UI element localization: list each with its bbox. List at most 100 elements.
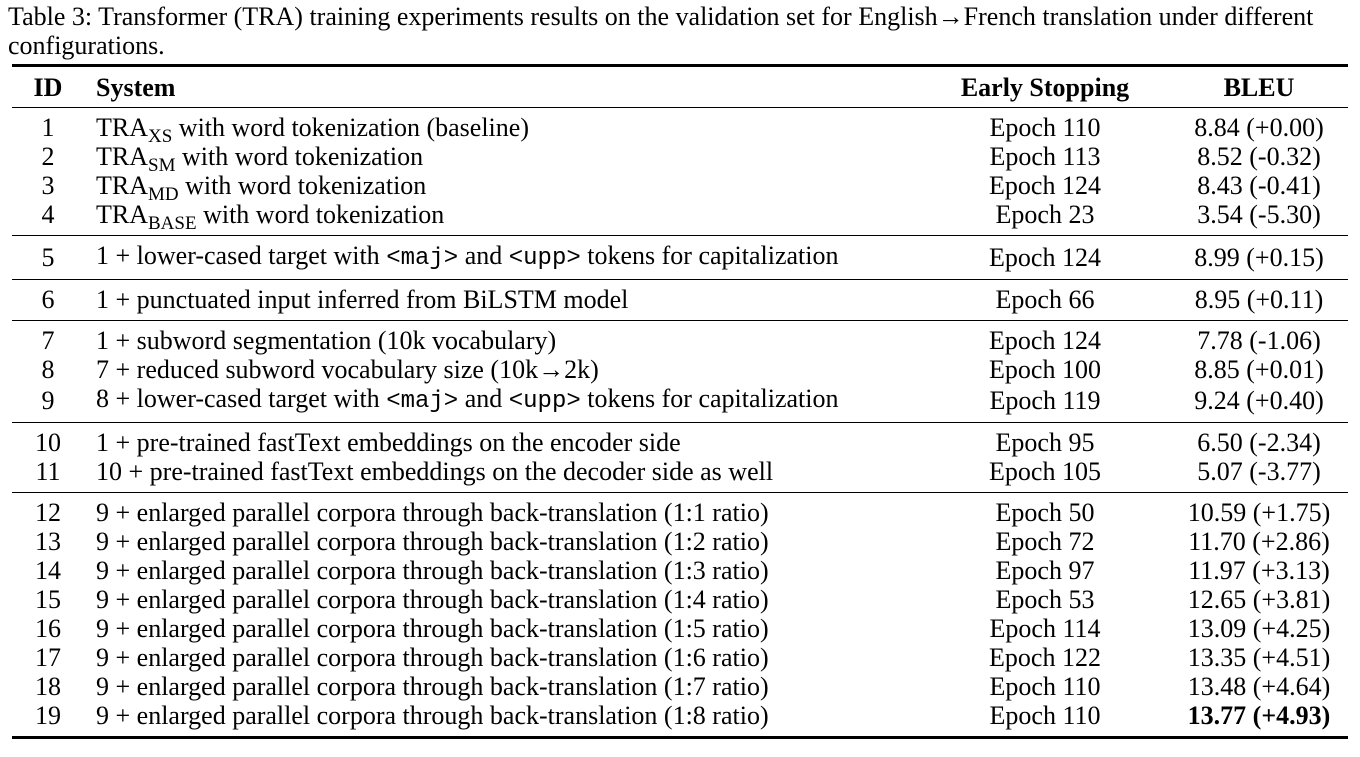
cell-early-stopping: Epoch 110 bbox=[989, 701, 1101, 730]
system-text: with word tokenization bbox=[196, 200, 445, 229]
system-text: with word tokenization bbox=[178, 171, 427, 200]
cell-bleu: 11.70 (+2.86) bbox=[1188, 527, 1330, 556]
cell-early-stopping: Epoch 72 bbox=[995, 527, 1095, 556]
table-row: 5 1 + lower-cased target with <maj> and <… bbox=[12, 236, 1348, 280]
cell-early-stopping: Epoch 124 bbox=[989, 326, 1101, 355]
table-row: 12 9 + enlarged parallel corpora through … bbox=[12, 493, 1348, 528]
cell-system: TRABASE with word tokenization bbox=[84, 200, 920, 236]
cell-id: 15 bbox=[35, 585, 61, 614]
table-row: 16 9 + enlarged parallel corpora through … bbox=[12, 614, 1348, 643]
cell-bleu: 8.99 (+0.15) bbox=[1194, 242, 1324, 272]
table-row-group: 1 TRAXS with word tokenization (baseline)… bbox=[12, 107, 1348, 236]
cell-system: 9 + enlarged parallel corpora through ba… bbox=[96, 672, 769, 701]
table-row: 13 9 + enlarged parallel corpora through … bbox=[12, 527, 1348, 556]
table-row: 19 9 + enlarged parallel corpora through … bbox=[12, 701, 1348, 738]
table-row: 6 1 + punctuated input inferred from BiLS… bbox=[12, 280, 1348, 321]
header-id: ID bbox=[33, 72, 63, 102]
system-token-code: <upp> bbox=[508, 388, 581, 415]
cell-early-stopping: Epoch 50 bbox=[995, 498, 1095, 527]
cell-system: 7 + reduced subword vocabulary size (10k… bbox=[96, 355, 599, 384]
table-row: 8 7 + reduced subword vocabulary size (10… bbox=[12, 355, 1348, 384]
cell-early-stopping: Epoch 66 bbox=[995, 285, 1095, 314]
cell-bleu: 8.52 (-0.32) bbox=[1197, 142, 1321, 171]
cell-id: 2 bbox=[41, 142, 55, 171]
table-row-group: 12 9 + enlarged parallel corpora through … bbox=[12, 492, 1348, 738]
table-row-group: 5 1 + lower-cased target with <maj> and <… bbox=[12, 235, 1348, 280]
cell-id: 7 bbox=[41, 326, 55, 355]
cell-bleu: 8.85 (+0.01) bbox=[1194, 355, 1324, 384]
cell-id: 4 bbox=[41, 200, 55, 229]
cell-system: 1 + lower-cased target with <maj> and <u… bbox=[84, 236, 920, 280]
cell-early-stopping: Epoch 124 bbox=[989, 171, 1101, 200]
system-prefix: TRA bbox=[96, 171, 148, 200]
cell-system: TRAMD with word tokenization bbox=[84, 171, 920, 204]
cell-system: 9 + enlarged parallel corpora through ba… bbox=[96, 614, 769, 643]
cell-early-stopping: Epoch 114 bbox=[989, 614, 1101, 643]
cell-early-stopping: Epoch 110 bbox=[989, 672, 1101, 701]
system-prefix: TRA bbox=[96, 113, 148, 142]
table-header-row: ID System Early Stopping BLEU bbox=[12, 65, 1348, 108]
cell-id: 19 bbox=[35, 701, 61, 730]
cell-early-stopping: Epoch 122 bbox=[989, 643, 1101, 672]
cell-bleu: 13.48 (+4.64) bbox=[1187, 672, 1331, 701]
cell-id: 10 bbox=[35, 428, 61, 457]
cell-bleu: 9.24 (+0.40) bbox=[1194, 385, 1324, 415]
system-token-code: <upp> bbox=[508, 245, 581, 272]
cell-id: 5 bbox=[41, 242, 55, 272]
cell-system: 10 + pre-trained fastText embeddings on … bbox=[96, 457, 774, 486]
system-token-code: <maj> bbox=[386, 388, 459, 415]
header-early-stopping: Early Stopping bbox=[960, 72, 1130, 102]
system-size-subscript: BASE bbox=[148, 213, 197, 234]
cell-system: 1 + punctuated input inferred from BiLST… bbox=[96, 285, 629, 314]
cell-id: 17 bbox=[35, 643, 61, 672]
cell-id: 18 bbox=[35, 672, 61, 701]
cell-early-stopping: Epoch 95 bbox=[995, 428, 1095, 457]
cell-id: 8 bbox=[41, 355, 55, 384]
cell-early-stopping: Epoch 97 bbox=[995, 556, 1095, 585]
cell-early-stopping: Epoch 124 bbox=[989, 242, 1101, 272]
system-size-subscript: MD bbox=[148, 184, 179, 205]
cell-bleu: 7.78 (-1.06) bbox=[1197, 326, 1321, 355]
system-prefix: TRA bbox=[96, 200, 148, 229]
system-token-code: <maj> bbox=[386, 245, 459, 272]
table-row: 15 9 + enlarged parallel corpora through … bbox=[12, 585, 1348, 614]
table-row: 3 TRAMD with word tokenization Epoch 124 8.… bbox=[12, 171, 1348, 204]
cell-bleu: 13.09 (+4.25) bbox=[1187, 614, 1331, 643]
table-row: 9 8 + lower-cased target with <maj> and <… bbox=[12, 384, 1348, 423]
system-prefix: TRA bbox=[96, 142, 148, 171]
table-row: 11 10 + pre-trained fastText embeddings o… bbox=[12, 457, 1348, 493]
system-text-segment: tokens for capitalization bbox=[580, 241, 839, 270]
cell-bleu: 10.59 (+1.75) bbox=[1187, 498, 1331, 527]
table-row-group: 6 1 + punctuated input inferred from BiLS… bbox=[12, 279, 1348, 321]
cell-system: TRAXS with word tokenization (baseline) bbox=[84, 108, 920, 146]
cell-system: 9 + enlarged parallel corpora through ba… bbox=[96, 643, 769, 672]
system-text-segment: and bbox=[458, 384, 509, 413]
cell-early-stopping: Epoch 23 bbox=[995, 200, 1095, 229]
table-row: 17 9 + enlarged parallel corpora through … bbox=[12, 643, 1348, 672]
table-row: 7 1 + subword segmentation (10k vocabular… bbox=[12, 321, 1348, 356]
cell-bleu: 12.65 (+3.81) bbox=[1187, 585, 1331, 614]
system-text: with word tokenization bbox=[175, 142, 424, 171]
cell-id: 14 bbox=[35, 556, 61, 585]
system-size-subscript: XS bbox=[148, 126, 173, 147]
cell-id: 6 bbox=[41, 285, 55, 314]
cell-bleu: 5.07 (-3.77) bbox=[1197, 457, 1321, 486]
cell-early-stopping: Epoch 53 bbox=[995, 585, 1095, 614]
system-size-subscript: SM bbox=[148, 155, 176, 176]
cell-system: TRASM with word tokenization bbox=[84, 142, 920, 175]
cell-system: 9 + enlarged parallel corpora through ba… bbox=[96, 701, 769, 730]
cell-bleu: 11.97 (+3.13) bbox=[1188, 556, 1330, 585]
table-row-group: 10 1 + pre-trained fastText embeddings on… bbox=[12, 422, 1348, 493]
results-table: ID System Early Stopping BLEU 1 TRAXS wit… bbox=[12, 64, 1348, 739]
cell-bleu: 8.84 (+0.00) bbox=[1194, 113, 1324, 142]
table-row: 4 TRABASE with word tokenization Epoch 23 3… bbox=[12, 200, 1348, 236]
cell-system: 9 + enlarged parallel corpora through ba… bbox=[96, 527, 769, 556]
cell-bleu: 3.54 (-5.30) bbox=[1197, 200, 1321, 229]
cell-early-stopping: Epoch 105 bbox=[989, 457, 1101, 486]
cell-bleu: 8.95 (+0.11) bbox=[1194, 285, 1324, 314]
system-text-segment: and bbox=[458, 241, 509, 270]
cell-id: 16 bbox=[35, 614, 61, 643]
header-system: System bbox=[96, 72, 176, 102]
cell-id: 1 bbox=[41, 113, 55, 142]
